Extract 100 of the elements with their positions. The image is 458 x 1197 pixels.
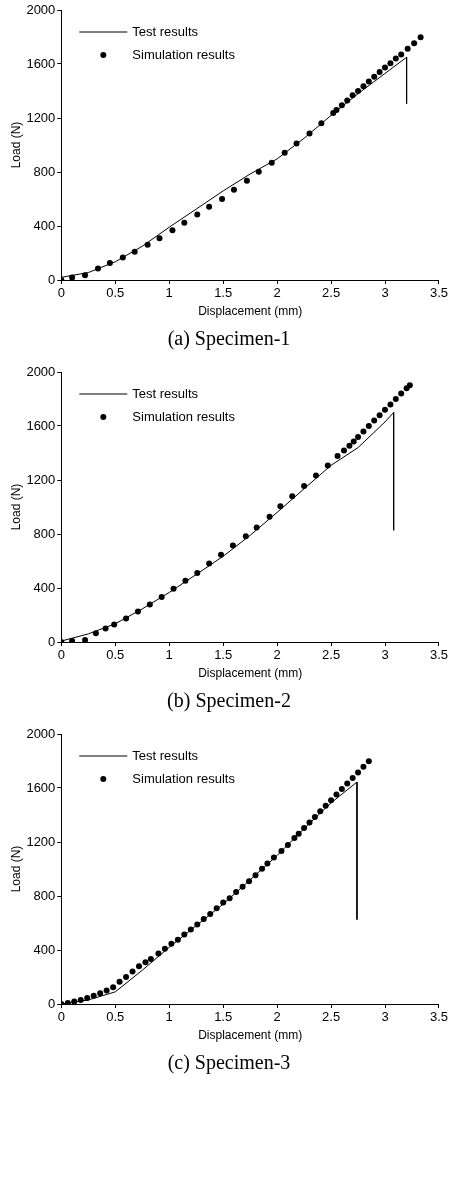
point — [355, 88, 362, 94]
point — [277, 503, 284, 510]
point — [392, 55, 399, 62]
legend-label: Simulation results — [132, 408, 236, 424]
y-axis-title: Load (N) — [8, 845, 23, 893]
point — [371, 73, 378, 80]
point — [382, 64, 389, 71]
point — [376, 412, 383, 419]
x-axis-title: Displacement (mm) — [198, 304, 303, 319]
point — [97, 990, 104, 997]
point — [349, 775, 356, 782]
y-tick-label: 2000 — [26, 725, 56, 741]
point — [328, 797, 335, 804]
point — [181, 219, 188, 226]
x-tick-label: 3 — [381, 647, 389, 663]
y-tick-label: 1200 — [26, 833, 56, 849]
point — [103, 987, 110, 994]
y-tick-label: 1600 — [26, 55, 56, 71]
y-tick-label: 1200 — [26, 109, 56, 125]
x-tick-label: 1 — [165, 285, 173, 301]
point — [156, 235, 163, 242]
point — [341, 447, 348, 454]
y-tick-label: 800 — [33, 887, 56, 903]
y-tick-label: 2000 — [26, 1, 56, 17]
y-tick-label: 1600 — [26, 779, 56, 795]
point — [82, 637, 89, 642]
point — [365, 78, 372, 85]
point — [360, 83, 367, 90]
point — [334, 453, 341, 460]
y-tick-label: 400 — [33, 217, 56, 233]
x-tick-label: 3 — [381, 1009, 389, 1025]
y-tick-label: 0 — [48, 271, 56, 287]
y-tick-label: 0 — [48, 633, 56, 649]
point — [398, 390, 405, 397]
y-tick-label: 400 — [33, 941, 56, 957]
point — [355, 769, 362, 776]
point — [398, 51, 405, 58]
x-tick-label: 1.5 — [214, 285, 233, 301]
x-tick-label: 3 — [381, 285, 389, 301]
point — [365, 758, 372, 765]
text: (b) Specimen-2 — [166, 688, 292, 714]
x-tick-label: 3.5 — [429, 647, 448, 663]
y-axis-title: Load (N) — [8, 483, 23, 531]
legend-label: Simulation results — [132, 46, 236, 62]
y-tick-label: 0 — [48, 995, 56, 1011]
point — [123, 974, 130, 980]
point — [387, 401, 394, 408]
point — [136, 963, 143, 970]
legend-label: Test results — [132, 23, 199, 39]
point — [169, 227, 176, 234]
x-tick-label: 0.5 — [106, 285, 125, 301]
point — [219, 196, 226, 202]
point — [344, 780, 351, 787]
point — [90, 992, 97, 999]
y-tick-label: 400 — [33, 579, 56, 595]
legend-label: Test results — [132, 747, 199, 763]
point — [382, 406, 389, 413]
point — [333, 791, 340, 798]
point — [243, 177, 250, 184]
y-axis-title: Load (N) — [8, 121, 23, 169]
point — [417, 34, 424, 41]
point — [376, 69, 383, 76]
y-tick-label: 800 — [33, 525, 56, 541]
legend-label: Simulation results — [132, 770, 236, 786]
point — [116, 978, 123, 985]
point — [206, 203, 213, 210]
point — [230, 186, 237, 193]
x-tick-label: 1.5 — [214, 647, 233, 663]
point — [255, 168, 262, 175]
x-tick-label: 2.5 — [322, 647, 341, 663]
point — [411, 40, 418, 47]
text: (a) Specimen-1 — [166, 326, 292, 352]
x-tick-label: 3.5 — [429, 1009, 448, 1025]
point — [404, 45, 411, 52]
y-tick-label: 800 — [33, 163, 56, 179]
point — [360, 428, 367, 435]
point — [129, 968, 136, 975]
x-tick-label: 0.5 — [106, 1009, 125, 1025]
x-axis-title: Displacement (mm) — [198, 1028, 303, 1043]
point — [360, 763, 367, 770]
point — [110, 984, 117, 991]
x-tick-label: 2.5 — [322, 1009, 341, 1025]
x-axis-title: Displacement (mm) — [198, 666, 303, 681]
y-tick-label: 1200 — [26, 471, 56, 487]
x-tick-label: 1 — [165, 647, 173, 663]
x-tick-label: 3.5 — [429, 285, 448, 301]
point — [142, 959, 149, 966]
point — [346, 442, 353, 449]
y-tick-label: 2000 — [26, 363, 56, 379]
point — [371, 417, 378, 424]
x-tick-label: 1 — [165, 1009, 173, 1025]
x-tick-label: 1.5 — [214, 1009, 233, 1025]
x-tick-label: 0.5 — [106, 647, 125, 663]
text: (c) Specimen-3 — [166, 1050, 292, 1076]
x-tick-label: 2 — [273, 285, 281, 301]
point — [69, 637, 76, 642]
legend-label: Test results — [132, 385, 199, 401]
x-tick-label: 2 — [273, 1009, 281, 1025]
point — [365, 423, 372, 429]
y-tick-label: 1600 — [26, 417, 56, 433]
